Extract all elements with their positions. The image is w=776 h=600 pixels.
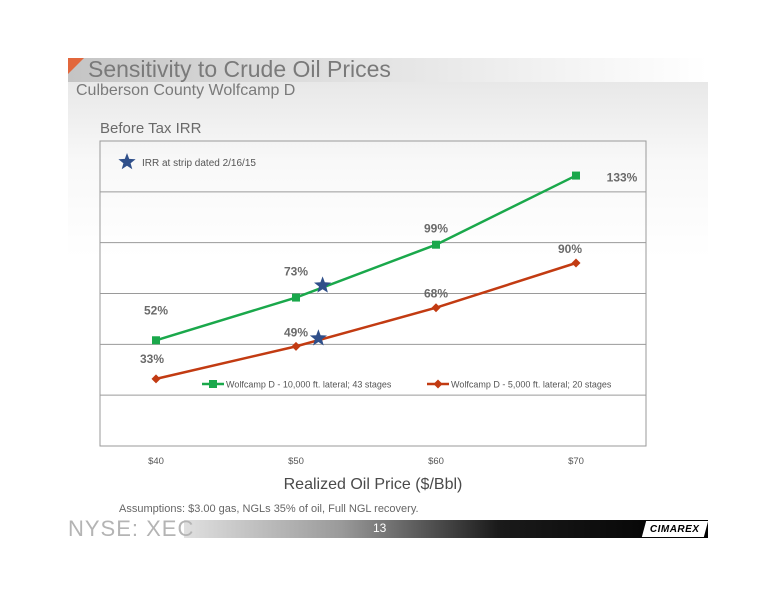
- data-point: [152, 336, 160, 345]
- legend-entry: Wolfcamp D - 5,000 ft. lateral; 20 stage…: [451, 380, 612, 390]
- data-point: [292, 293, 300, 302]
- data-label: 33%: [140, 352, 164, 366]
- stock-ticker: NYSE: XEC: [68, 516, 195, 541]
- data-point: [572, 171, 580, 180]
- page-number: 13: [373, 521, 387, 535]
- x-tick-label: $70: [568, 456, 584, 467]
- data-point: [151, 374, 161, 384]
- page-title: Sensitivity to Crude Oil Prices: [88, 56, 391, 82]
- data-point: [431, 303, 441, 313]
- chart-title: Before Tax IRR: [100, 120, 202, 137]
- content-background: [68, 82, 708, 522]
- logo-text: CIMAREX: [650, 523, 700, 535]
- data-label: 73%: [284, 265, 308, 279]
- data-label: 133%: [607, 171, 638, 185]
- data-label: 90%: [558, 242, 582, 256]
- data-point: [571, 258, 581, 268]
- x-tick-label: $60: [428, 456, 444, 467]
- x-tick-label: $50: [288, 456, 304, 467]
- data-label: 52%: [144, 303, 168, 317]
- strip-irr-star-icon: [314, 276, 332, 293]
- data-point: [291, 341, 301, 351]
- assumptions-note: Assumptions: $3.00 gas, NGLs 35% of oil,…: [119, 503, 419, 515]
- legend-marker: [209, 380, 217, 388]
- footer-bar: [184, 520, 708, 538]
- company-logo: CIMAREX: [641, 521, 709, 537]
- legend-entry: Wolfcamp D - 10,000 ft. lateral; 43 stag…: [226, 380, 392, 390]
- page-subtitle: Culberson County Wolfcamp D: [76, 82, 296, 99]
- title-accent-triangle: [68, 58, 84, 74]
- data-label: 49%: [284, 325, 308, 339]
- title-bar: [68, 58, 708, 82]
- legend-star-icon: [118, 153, 136, 170]
- legend-star-label: IRR at strip dated 2/16/15: [142, 158, 256, 169]
- data-label: 99%: [424, 222, 448, 236]
- data-point: [432, 240, 440, 249]
- x-axis-label: Realized Oil Price ($/Bbl): [284, 476, 463, 493]
- strip-irr-star-icon: [309, 329, 327, 346]
- legend-marker: [433, 379, 443, 389]
- series-line-2: [155, 261, 577, 381]
- x-tick-label: $40: [148, 456, 164, 467]
- data-label: 68%: [424, 287, 448, 301]
- series-line-1: [155, 174, 577, 342]
